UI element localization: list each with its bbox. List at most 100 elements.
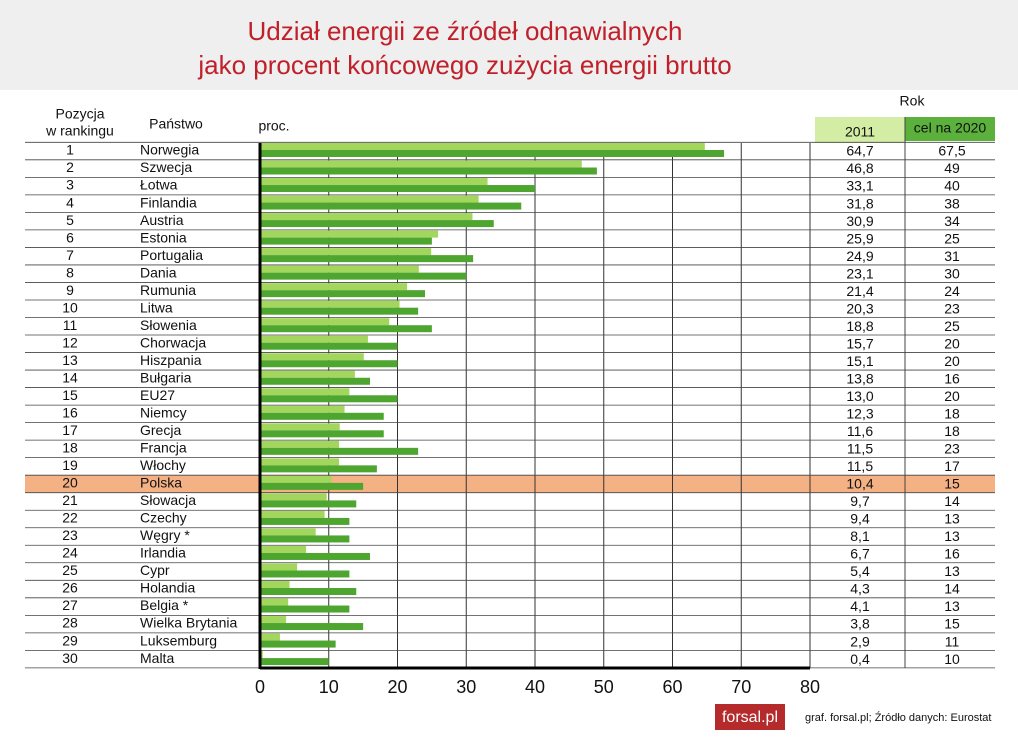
bar [260, 360, 398, 368]
value-label: 2,9 [850, 633, 870, 649]
bar [260, 265, 419, 273]
value-label: 31 [944, 248, 960, 264]
chart-title: jako procent końcowego zużycia energii b… [197, 50, 731, 80]
value-label: 10,4 [846, 476, 873, 492]
value-label: 13 [944, 528, 960, 544]
bar [260, 167, 597, 175]
rank: 16 [62, 405, 78, 421]
value-label: 23 [944, 300, 960, 316]
value-label: 20 [944, 388, 960, 404]
bar [260, 458, 340, 466]
rank: 23 [62, 527, 78, 543]
country: Grecja [140, 422, 181, 438]
value-label: 8,1 [850, 528, 870, 544]
x-tick-label: 20 [387, 677, 407, 697]
country: Bułgaria [140, 369, 192, 385]
country: Belgia * [140, 597, 189, 613]
value-label: 15,7 [846, 335, 873, 351]
bar [260, 202, 522, 210]
country: Portugalia [140, 247, 203, 263]
rank: 21 [62, 492, 78, 508]
country: Węgry * [140, 527, 190, 543]
bar [260, 283, 408, 291]
value-label: 15 [944, 616, 960, 632]
bar [260, 300, 400, 308]
rank: 5 [66, 212, 74, 228]
bar [260, 517, 350, 525]
rank: 20 [62, 475, 78, 491]
value-label: 18 [944, 423, 960, 439]
rank-header: w rankingu [45, 123, 114, 139]
country: Polska [140, 475, 182, 491]
rank: 27 [62, 597, 78, 613]
value-label: 38 [944, 195, 960, 211]
value-label: 20 [944, 335, 960, 351]
bar [260, 160, 582, 168]
value-label: 9,7 [850, 493, 870, 509]
bar [260, 150, 725, 157]
value-label: 13,8 [846, 370, 873, 386]
bar [260, 290, 425, 298]
bar [260, 588, 357, 595]
value-label: 3,8 [850, 616, 870, 632]
x-tick-label: 30 [456, 677, 476, 697]
bar [260, 370, 355, 378]
value-label: 46,8 [846, 160, 873, 176]
country: Litwa [140, 299, 173, 315]
bar [260, 633, 280, 641]
bar [260, 640, 336, 648]
country: Rumunia [140, 282, 196, 298]
rank: 19 [62, 457, 78, 473]
value-label: 13 [944, 511, 960, 527]
country: EU27 [140, 387, 175, 403]
value-label: 23 [944, 441, 960, 457]
bar [260, 248, 432, 256]
rank: 18 [62, 440, 78, 456]
x-tick-label: 60 [662, 677, 682, 697]
x-tick-label: 40 [525, 677, 545, 697]
rank: 1 [66, 142, 74, 158]
country: Holandia [140, 580, 195, 596]
value-label: 0,4 [850, 651, 870, 667]
header-cell [815, 117, 905, 143]
country: Irlandia [140, 545, 186, 561]
bar [260, 430, 384, 438]
value-label: 10 [944, 651, 960, 667]
value-label: 40 [944, 178, 960, 194]
value-label: 15 [944, 476, 960, 492]
header-cell [905, 117, 995, 141]
bar [260, 616, 287, 624]
bar [260, 500, 357, 508]
value-label: 15,1 [846, 353, 873, 369]
bar [260, 185, 535, 193]
bar [260, 545, 307, 553]
x-tick-label: 50 [594, 677, 614, 697]
year-header: Rok [900, 93, 926, 109]
country-header: Państwo [149, 116, 203, 132]
bar [260, 220, 494, 228]
bar [260, 570, 350, 578]
country: Estonia [140, 229, 187, 245]
value-label: 33,1 [846, 178, 873, 194]
country: Malta [140, 650, 174, 666]
country: Słowenia [140, 317, 197, 333]
value-label: 9,4 [850, 511, 870, 527]
value-label: 16 [944, 370, 960, 386]
rank: 24 [62, 545, 78, 561]
x-tick-label: 10 [319, 677, 339, 697]
value-label: 24 [944, 283, 960, 299]
x-tick-label: 80 [800, 677, 820, 697]
value-label: 20 [944, 353, 960, 369]
country: Niemcy [140, 405, 187, 421]
value-label: 34 [944, 213, 960, 229]
bar [260, 465, 377, 473]
bar [260, 447, 419, 455]
bar [260, 388, 350, 396]
bar [260, 255, 474, 263]
rank: 11 [63, 317, 78, 333]
rank: 17 [62, 422, 78, 438]
value-label: 21,4 [846, 283, 873, 299]
rank: 15 [62, 387, 78, 403]
value-label: 11,5 [847, 458, 873, 474]
